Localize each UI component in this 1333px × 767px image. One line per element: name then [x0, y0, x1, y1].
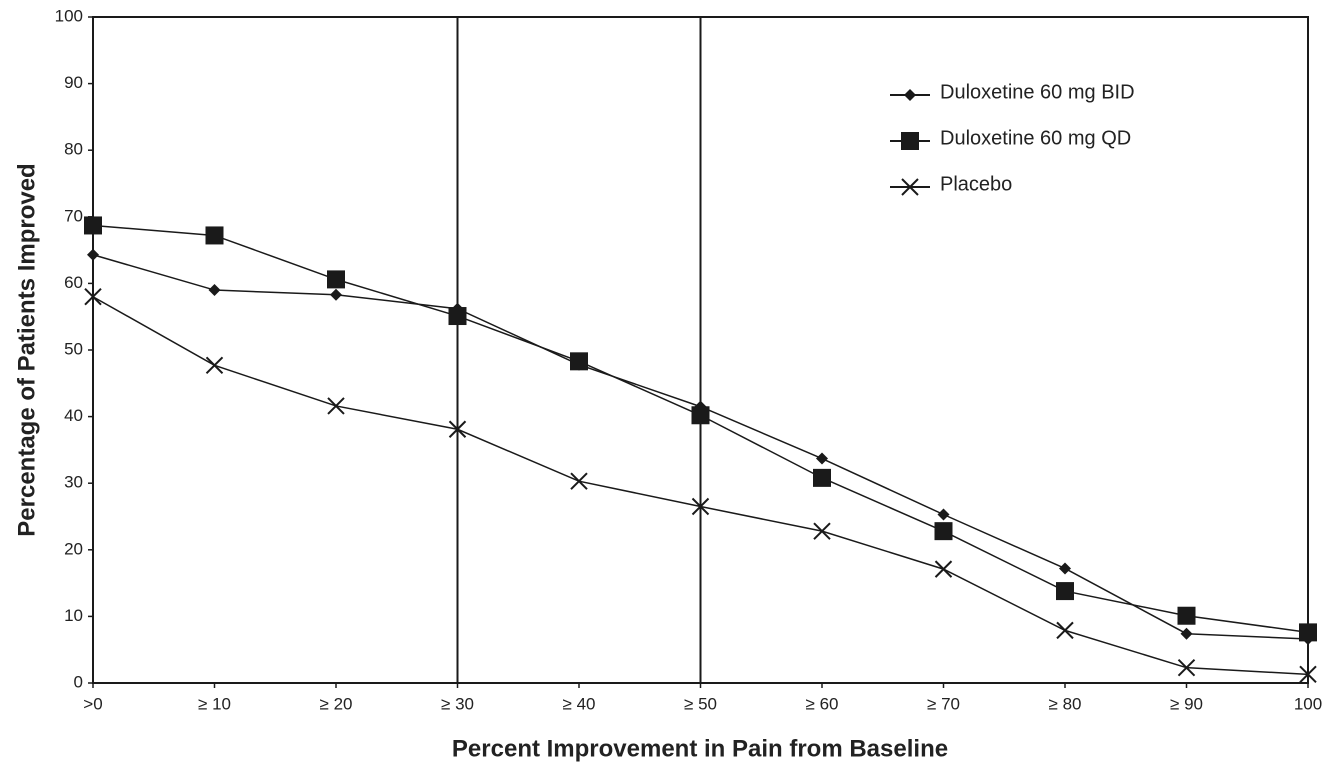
x-tick-label: ≥ 20	[320, 694, 353, 713]
legend-text: Duloxetine 60 mg QD	[940, 127, 1131, 149]
legend-text: Placebo	[940, 173, 1012, 195]
data-point	[1056, 621, 1074, 640]
y-tick-label: 10	[64, 606, 83, 625]
data-point	[934, 560, 953, 578]
data-point	[208, 284, 221, 297]
data-point	[813, 468, 831, 487]
x-tick-label: ≥ 60	[806, 694, 839, 713]
data-point	[691, 497, 710, 516]
x-axis-title: Percent Improvement in Pain from Baselin…	[452, 735, 948, 762]
data-point	[1180, 627, 1193, 640]
data-point	[1177, 606, 1196, 625]
data-point	[934, 522, 953, 541]
data-point	[816, 452, 828, 465]
x-tick-label: ≥ 90	[1170, 694, 1203, 713]
legend-text: Duloxetine 60 mg BID	[940, 81, 1135, 103]
data-point	[327, 270, 345, 289]
y-tick-label: 20	[64, 539, 83, 558]
data-point	[84, 216, 102, 235]
data-point	[1056, 582, 1074, 601]
data-point	[84, 288, 102, 306]
x-tick-label: >0	[83, 694, 102, 713]
y-tick-label: 90	[64, 73, 83, 92]
y-tick-label: 80	[64, 140, 83, 159]
data-point	[813, 522, 831, 540]
data-point	[1299, 623, 1317, 642]
data-point	[1059, 562, 1071, 575]
data-point	[205, 356, 224, 375]
data-point	[448, 420, 467, 438]
x-tick-label: ≥ 40	[563, 694, 596, 713]
x-tick-label: ≥ 10	[198, 694, 231, 713]
data-point	[87, 248, 99, 261]
legend-marker	[901, 132, 919, 150]
y-tick-label: 0	[74, 672, 83, 691]
data-point	[570, 472, 588, 490]
y-tick-label: 60	[64, 273, 83, 292]
legend-marker	[901, 178, 919, 196]
data-point	[691, 406, 710, 425]
y-tick-label: 70	[64, 206, 83, 225]
x-tick-label: ≥ 30	[441, 694, 474, 713]
x-tick-label: ≥ 80	[1049, 694, 1082, 713]
data-point	[330, 288, 342, 301]
data-point	[570, 352, 588, 371]
data-point	[937, 508, 950, 521]
y-axis-title: Percentage of Patients Improved	[13, 163, 40, 536]
y-tick-label: 100	[55, 6, 83, 25]
legend-marker	[904, 89, 916, 101]
data-point	[448, 307, 467, 326]
data-point	[1299, 665, 1317, 684]
data-point	[327, 397, 345, 415]
y-tick-label: 30	[64, 473, 83, 492]
x-tick-label: ≥ 70	[927, 694, 960, 713]
y-tick-label: 50	[64, 339, 83, 358]
data-point	[1177, 658, 1196, 677]
data-point	[205, 226, 224, 245]
y-tick-label: 40	[64, 406, 83, 425]
x-tick-label: 100	[1294, 694, 1322, 713]
x-tick-label: ≥ 50	[684, 694, 717, 713]
